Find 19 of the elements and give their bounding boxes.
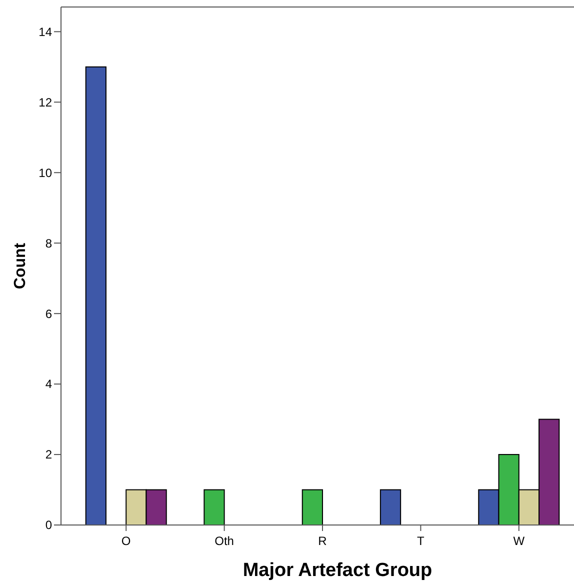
x-tick-label: R: [318, 534, 328, 548]
y-tick-label: 10: [38, 166, 52, 180]
y-tick-label: 14: [38, 24, 52, 39]
x-axis-title: Major Artefact Group: [242, 560, 432, 581]
y-tick-label: 4: [45, 377, 52, 392]
bar: [204, 489, 225, 526]
bar: [380, 489, 402, 526]
x-tick-label: T: [417, 534, 426, 548]
y-tick-label: 12: [38, 95, 52, 110]
x-tick-label: O: [121, 534, 131, 548]
x-tick-label: Oth: [214, 534, 234, 548]
y-tick-label: 2: [45, 448, 52, 462]
bar: [85, 66, 106, 526]
y-axis-title: Count: [12, 242, 29, 290]
y-tick-label: 6: [45, 306, 52, 321]
y-tick-label: 0: [45, 518, 52, 532]
y-tick-label: 8: [45, 236, 52, 250]
x-tick-label: W: [513, 534, 526, 548]
bar: [302, 489, 323, 526]
